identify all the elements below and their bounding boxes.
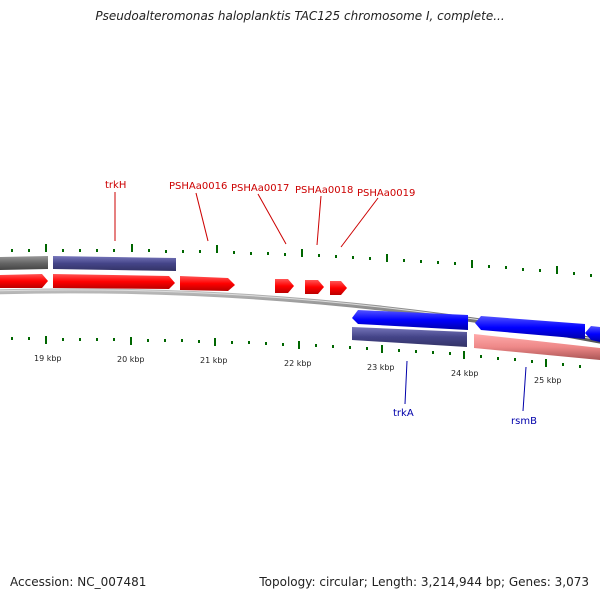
map-title: Pseudoalteromonas haloplanktis TAC125 ch… [95,9,505,23]
cds-feature-PSHAa0016[interactable] [180,276,235,291]
reverse-scale-ticks [11,336,581,368]
scale-label-23kbp: 23 kbp [367,363,395,372]
backbone-track [0,288,600,344]
gene-feature-rsmB[interactable] [474,334,600,360]
scale-label-20kbp: 20 kbp [117,355,145,364]
label-PSHAa0017[interactable]: PSHAa0017 [231,183,289,194]
cds-feature-PSHAa0017[interactable] [275,279,294,293]
label-trkH[interactable]: trkH [105,180,126,191]
cds-feature-trkA[interactable] [352,310,468,330]
cds-feature-left[interactable] [0,274,48,288]
gene-feature-gray[interactable] [0,256,48,270]
accession-text: Accession: NC_007481 [10,575,147,589]
scale-label-21kbp: 21 kbp [200,356,228,365]
label-PSHAa0018[interactable]: PSHAa0018 [295,185,353,196]
forward-scale-ticks [11,244,592,277]
cds-feature-PSHAa0018[interactable] [305,280,324,294]
scale-label-25kbp: 25 kbp [534,376,562,385]
reverse-label-leaders [404,360,527,412]
scale-label-19kbp: 19 kbp [34,354,62,363]
genome-summary-text: Topology: circular; Length: 3,214,944 bp… [259,575,589,589]
forward-label-leaders [114,192,379,248]
gene-feature-trkH[interactable] [53,256,176,271]
label-PSHAa0019[interactable]: PSHAa0019 [357,188,415,199]
label-trkA[interactable]: trkA [393,408,414,419]
gene-feature-trkA[interactable] [352,327,467,347]
cds-feature-trkH[interactable] [53,274,175,289]
label-PSHAa0016[interactable]: PSHAa0016 [169,181,227,192]
scale-label-24kbp: 24 kbp [451,369,479,378]
label-rsmB[interactable]: rsmB [511,416,537,427]
cds-feature-rsmB[interactable] [475,316,585,339]
scale-label-22kbp: 22 kbp [284,359,312,368]
cds-feature-PSHAa0019[interactable] [330,281,347,295]
cds-feature-right[interactable] [585,326,600,342]
